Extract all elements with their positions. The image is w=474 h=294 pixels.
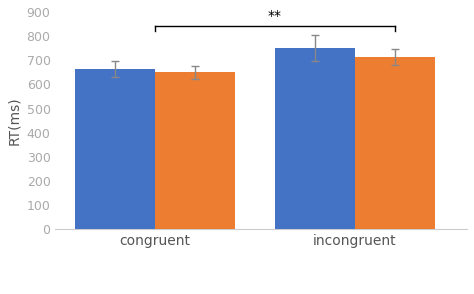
Legend: cold word, warm word: cold word, warm word [164, 291, 359, 294]
Bar [275, 48, 355, 229]
Text: **: ** [268, 9, 282, 23]
Y-axis label: RT(ms): RT(ms) [7, 96, 21, 145]
Bar [155, 72, 235, 229]
Bar [75, 69, 155, 229]
Bar [355, 57, 435, 229]
